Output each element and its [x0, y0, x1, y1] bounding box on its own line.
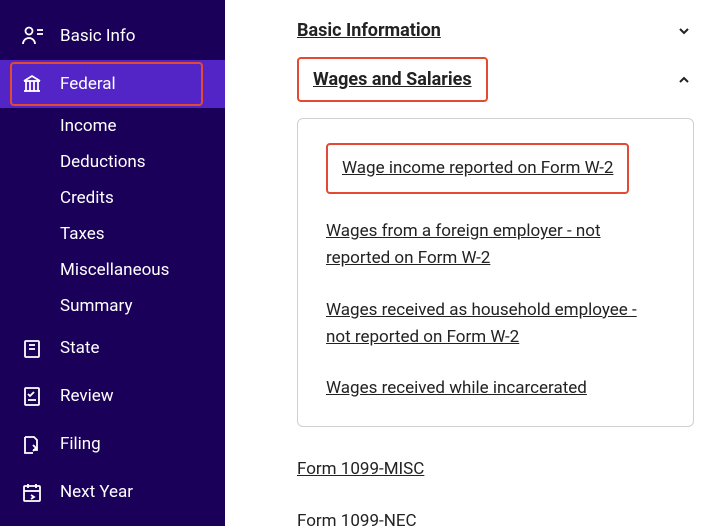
filing-icon	[18, 430, 46, 458]
wage-link: Wages received while incarcerated	[326, 378, 587, 398]
sidebar-item-label: State	[60, 338, 99, 358]
sidebar-sub-label: Miscellaneous	[60, 260, 169, 280]
sidebar-sub-label: Income	[60, 116, 117, 136]
wage-item-w2[interactable]: Wage income reported on Form W-2	[326, 143, 665, 194]
chevron-up-icon	[674, 70, 694, 90]
sidebar-sub-misc[interactable]: Miscellaneous	[0, 252, 225, 288]
wage-link: Wages received as household employee - n…	[326, 300, 637, 347]
sidebar-sub-label: Taxes	[60, 224, 105, 244]
sidebar-item-basic-info[interactable]: Basic Info	[0, 12, 225, 60]
link-1099-nec[interactable]: Form 1099-NEC	[297, 511, 694, 526]
wage-item-household[interactable]: Wages received as household employee - n…	[326, 297, 665, 351]
state-icon	[18, 334, 46, 362]
sidebar-sub-label: Summary	[60, 296, 132, 316]
review-icon	[18, 382, 46, 410]
chevron-down-icon	[674, 21, 694, 41]
sidebar-item-label: Review	[60, 386, 114, 406]
wage-item-foreign[interactable]: Wages from a foreign employer - not repo…	[326, 218, 665, 272]
wages-box: Wage income reported on Form W-2 Wages f…	[297, 118, 694, 427]
user-icon	[18, 22, 46, 50]
federal-icon	[18, 70, 46, 98]
sidebar-sub-summary[interactable]: Summary	[0, 288, 225, 324]
section-basic-information[interactable]: Basic Information	[297, 12, 694, 49]
sidebar-sub-deductions[interactable]: Deductions	[0, 144, 225, 180]
sidebar-item-filing[interactable]: Filing	[0, 420, 225, 468]
link-1099-misc[interactable]: Form 1099-MISC	[297, 459, 694, 479]
sidebar-item-label: Federal	[60, 74, 116, 94]
sidebar-item-review[interactable]: Review	[0, 372, 225, 420]
section-title: Wages and Salaries	[297, 57, 488, 102]
sidebar: Basic Info Federal Income Deductions Cre…	[0, 0, 225, 526]
sidebar-sub-taxes[interactable]: Taxes	[0, 216, 225, 252]
sidebar-item-label: Next Year	[60, 482, 133, 502]
sidebar-sub-income[interactable]: Income	[0, 108, 225, 144]
section-wages-salaries[interactable]: Wages and Salaries	[297, 49, 694, 110]
sidebar-item-state[interactable]: State	[0, 324, 225, 372]
sidebar-item-label: Filing	[60, 434, 101, 454]
sidebar-item-federal[interactable]: Federal	[0, 60, 225, 108]
sidebar-item-next-year[interactable]: Next Year	[0, 468, 225, 516]
calendar-icon	[18, 478, 46, 506]
section-title: Basic Information	[297, 20, 441, 41]
wage-item-incarcerated[interactable]: Wages received while incarcerated	[326, 375, 665, 402]
wage-link: Wages from a foreign employer - not repo…	[326, 221, 601, 268]
sidebar-item-label: Basic Info	[60, 26, 135, 46]
sidebar-sub-label: Credits	[60, 188, 114, 208]
sidebar-sub-credits[interactable]: Credits	[0, 180, 225, 216]
wage-link: Wage income reported on Form W-2	[326, 143, 629, 194]
sidebar-sub-label: Deductions	[60, 152, 146, 172]
main-content: Basic Information Wages and Salaries Wag…	[225, 0, 722, 526]
